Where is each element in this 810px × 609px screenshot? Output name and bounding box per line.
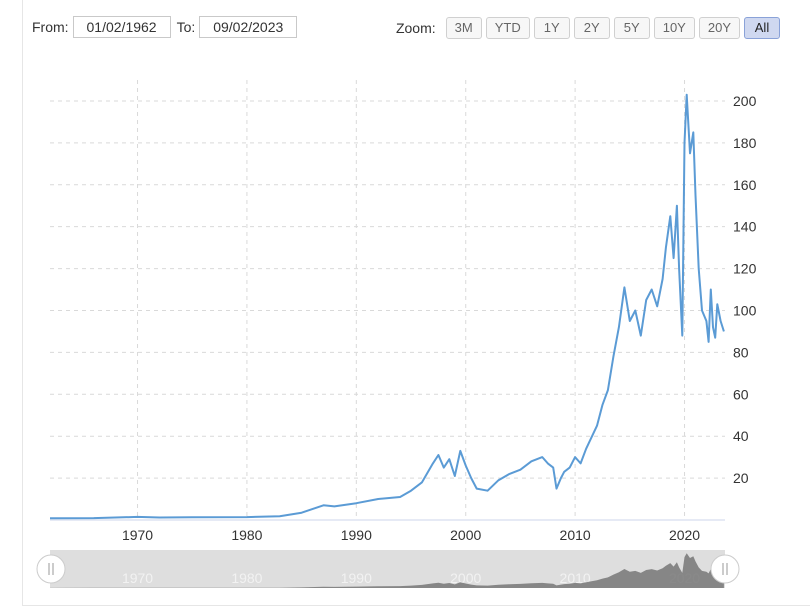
navigator-tick-label: 2000 (450, 570, 481, 586)
y-tick-label: 160 (733, 177, 757, 193)
y-tick-label: 60 (733, 386, 749, 402)
x-axis-ticks: 1970 1980 1990 2000 2010 2020 (122, 527, 700, 543)
navigator-tick-label: 1980 (231, 570, 262, 586)
y-tick-label: 140 (733, 219, 757, 235)
y-tick-label: 20 (733, 470, 749, 486)
zoom-ytd-button[interactable]: YTD (485, 17, 530, 39)
to-label: To: (176, 19, 196, 35)
zoom-label: Zoom: (395, 20, 436, 36)
y-tick-label: 200 (733, 93, 757, 109)
chart-frame (22, 0, 810, 606)
y-tick-label: 80 (733, 344, 749, 360)
zoom-5y-button[interactable]: 5Y (613, 17, 650, 39)
zoom-all-button[interactable]: All (744, 17, 780, 39)
y-axis-ticks: 20 40 60 80 100 120 140 160 180 200 (733, 93, 757, 486)
x-tick-label: 2010 (560, 527, 591, 543)
y-tick-label: 120 (733, 261, 757, 277)
zoom-3m-button[interactable]: 3M (445, 17, 482, 39)
navigator-left-handle[interactable] (36, 554, 66, 584)
zoom-controls: Zoom: 3M YTD 1Y 2Y 5Y 10Y 20Y All (396, 17, 780, 39)
from-label: From: (32, 19, 69, 35)
plot-area (49, 93, 725, 520)
y-tick-label: 180 (733, 135, 757, 151)
x-tick-label: 1990 (341, 527, 372, 543)
zoom-1y-button[interactable]: 1Y (533, 17, 570, 39)
from-date-input[interactable] (72, 16, 171, 38)
date-range: From: To: (32, 16, 298, 38)
navigator-right-handle[interactable] (710, 554, 740, 584)
zoom-20y-button[interactable]: 20Y (698, 17, 740, 39)
y-tick-label: 40 (733, 428, 749, 444)
navigator-tick-label: 2010 (560, 570, 591, 586)
x-tick-label: 2020 (669, 527, 700, 543)
price-series-line (49, 93, 725, 520)
navigator-tick-label: 1970 (122, 570, 153, 586)
x-tick-label: 1980 (231, 527, 262, 543)
navigator-series-area (50, 553, 724, 588)
x-tick-label: 2000 (450, 527, 481, 543)
x-tick-label: 1970 (122, 527, 153, 543)
grid (50, 80, 725, 521)
to-date-input[interactable] (199, 16, 298, 38)
zoom-2y-button[interactable]: 2Y (573, 17, 610, 39)
navigator-tick-label: 1990 (341, 570, 372, 586)
y-tick-label: 100 (733, 302, 757, 318)
zoom-10y-button[interactable]: 10Y (653, 17, 695, 39)
